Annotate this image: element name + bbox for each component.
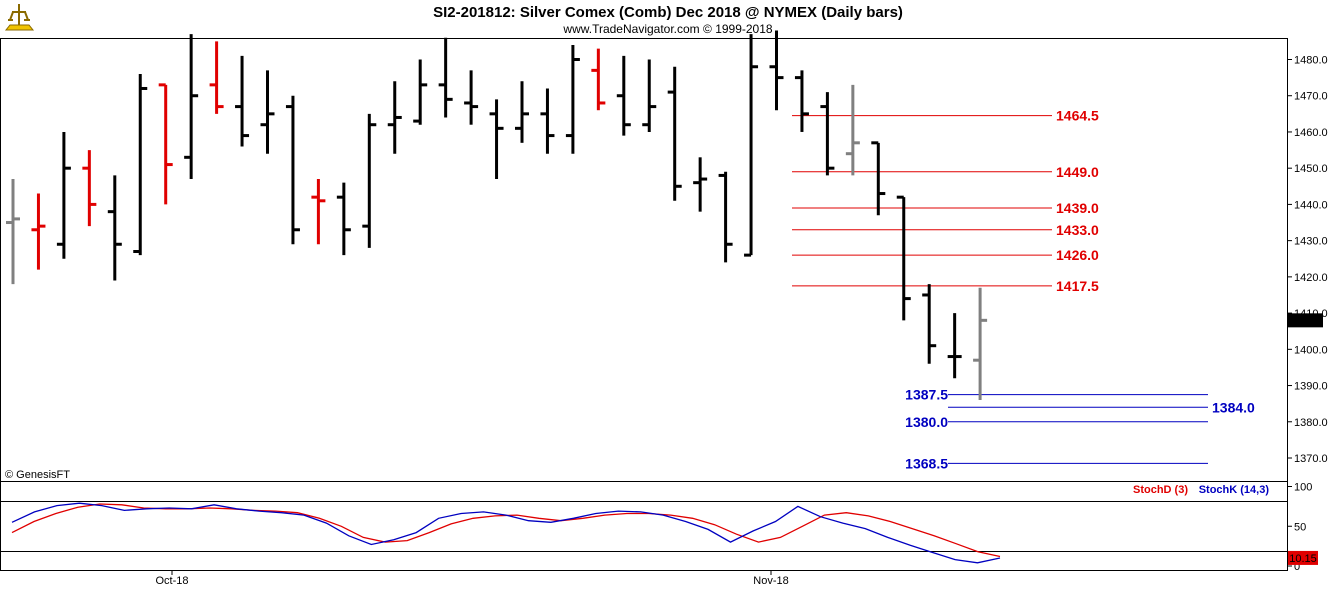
price-bar <box>871 141 886 216</box>
price-bar <box>82 150 97 227</box>
stoch-lines <box>11 502 1001 564</box>
price-bar <box>285 95 300 245</box>
price-bar <box>794 70 809 132</box>
price-bar <box>718 171 733 263</box>
stochD-line <box>11 503 1001 558</box>
price-axis-label: 1460.0 <box>1294 127 1328 139</box>
resistance-label: 1449.0 <box>1056 164 1099 180</box>
logo-icon <box>3 2 35 34</box>
last-price-box <box>1288 313 1323 328</box>
stochK-line <box>11 502 1001 564</box>
resistance-label: 1433.0 <box>1056 222 1099 238</box>
price-bar <box>820 92 835 176</box>
price-bar <box>565 45 580 154</box>
price-bar <box>744 34 759 257</box>
resistance-label: 1426.0 <box>1056 247 1099 263</box>
price-bar <box>438 37 453 118</box>
stoch-axis: 100 50 010.15 <box>1288 482 1318 573</box>
price-bar <box>6 179 20 285</box>
price-axis-label: 1430.0 <box>1294 236 1328 248</box>
last-price-label: 1408.0 <box>1288 315 1322 327</box>
chart-title: SI2-201812: Silver Comex (Comb) Dec 2018… <box>433 4 903 21</box>
stoch-value-box <box>1288 550 1318 565</box>
price-bar <box>387 81 402 154</box>
price-axis-label: 1420.0 <box>1294 272 1328 284</box>
price-bar <box>260 70 275 154</box>
stoch-axis-label: 50 <box>1294 521 1306 533</box>
stoch-axis-label: 100 <box>1294 482 1312 494</box>
support-label: 1368.5 <box>905 455 948 471</box>
resistance-label: 1464.5 <box>1056 108 1099 124</box>
x-label-oct: Oct-18 <box>155 575 188 587</box>
price-bar <box>209 41 224 114</box>
x-label-nov: Nov-18 <box>753 575 788 587</box>
price-bar <box>336 182 351 256</box>
price-bar <box>158 83 173 205</box>
price-axis-label: 1400.0 <box>1294 344 1328 356</box>
price-axis-label: 1440.0 <box>1294 199 1328 211</box>
price-bar <box>845 84 860 176</box>
price-bar <box>693 157 708 212</box>
price-bars <box>6 30 988 401</box>
price-bar <box>667 66 682 201</box>
support-label: 1380.0 <box>905 414 948 430</box>
price-bar <box>591 48 606 111</box>
resistance-label: 1417.5 <box>1056 278 1099 294</box>
price-bar <box>413 59 428 125</box>
price-bar <box>515 81 529 143</box>
resistance-label: 1439.0 <box>1056 200 1099 216</box>
price-axis-label: 1390.0 <box>1294 381 1328 393</box>
chart-subtitle: www.TradeNavigator.com © 1999-2018 <box>562 22 772 36</box>
price-bar <box>769 30 784 111</box>
support-label: 1384.0 <box>1212 399 1255 415</box>
price-bar <box>489 99 504 180</box>
price-bar <box>922 284 937 364</box>
price-bar <box>31 193 46 270</box>
price-bar <box>464 70 479 125</box>
stoch-panel-frame <box>0 481 1288 571</box>
price-axis: 1480.0 1470.0 1460.0 1450.0 1440.0 1430.0 1420… <box>1288 55 1328 465</box>
price-bar <box>362 113 377 248</box>
stoch-value-label: 10.15 <box>1289 553 1317 565</box>
copyright-label: © GenesisFT <box>5 469 70 481</box>
price-bar <box>616 55 631 136</box>
price-axis-label: 1450.0 <box>1294 163 1328 175</box>
price-bar <box>311 179 326 245</box>
support-resistance-lines: 1464.5 1449.0 1439.0 1433.0 1426.0 1417.5 1387… <box>792 108 1255 471</box>
stochD-legend: StochD (3) <box>1133 484 1188 496</box>
price-bar <box>184 34 199 180</box>
price-axis-label: 1480.0 <box>1294 55 1328 67</box>
price-axis-label: 1470.0 <box>1294 91 1328 103</box>
price-axis-label: 1380.0 <box>1294 417 1328 429</box>
price-bar <box>133 73 148 256</box>
stoch-axis-label: 0 <box>1294 561 1300 573</box>
price-bar <box>56 131 71 259</box>
price-bar <box>107 175 122 281</box>
price-bar <box>235 55 250 147</box>
price-bar <box>947 313 962 379</box>
stochK-legend: StochK (14,3) <box>1199 484 1270 496</box>
price-bar <box>973 287 988 401</box>
price-bar <box>540 88 555 154</box>
price-bar <box>896 195 911 321</box>
support-label: 1387.5 <box>905 387 948 403</box>
price-axis-label: 1370.0 <box>1294 453 1328 465</box>
price-bar <box>642 59 657 132</box>
